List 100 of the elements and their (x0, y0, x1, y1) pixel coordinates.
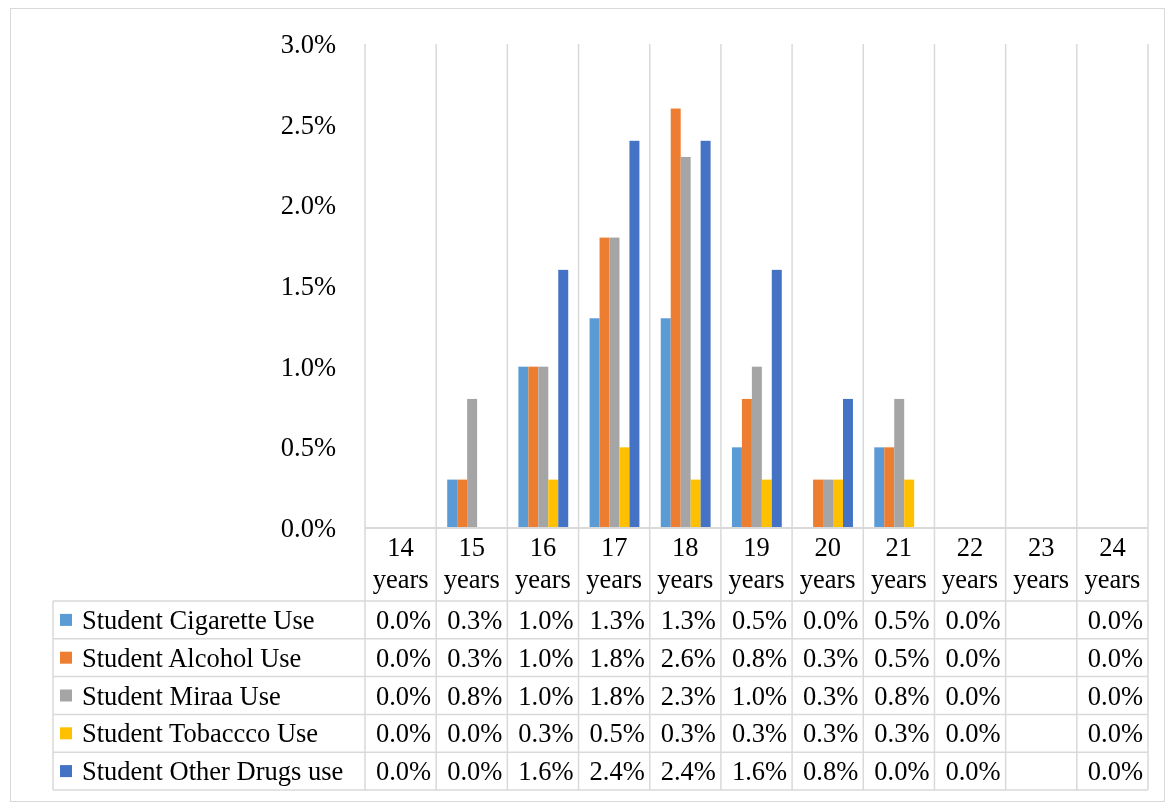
bar (558, 269, 569, 528)
x-tick-label: 14 years (372, 532, 429, 594)
x-tick-label: 19 years (728, 532, 785, 594)
bar (447, 479, 458, 528)
x-tick-label: 21 years (870, 532, 927, 594)
data-label: 0.5% (874, 605, 930, 635)
bar (548, 479, 559, 528)
x-tick-label: 23 years (1013, 532, 1070, 594)
bar (599, 237, 610, 528)
bar (874, 447, 885, 528)
data-label: 2.4% (660, 756, 716, 787)
data-label: 1.8% (589, 680, 645, 711)
bar (518, 366, 529, 528)
data-label: 0.3% (803, 642, 859, 673)
data-label: 0.3% (518, 718, 574, 749)
data-label: 0.3% (803, 718, 859, 749)
data-label: 0.5% (874, 642, 930, 673)
x-tick-label: 22 years (942, 532, 999, 594)
bar (842, 398, 853, 528)
data-label: 1.0% (518, 642, 574, 673)
y-tick-label: 0.0% (280, 512, 336, 543)
bar (467, 398, 478, 528)
data-label: 0.0% (945, 718, 1001, 749)
bar (823, 479, 834, 528)
bar (741, 398, 752, 528)
data-label: 0.0% (945, 680, 1001, 711)
data-label: 2.4% (589, 756, 645, 787)
data-label: 0.0% (945, 756, 1001, 787)
bar (629, 140, 640, 528)
data-label: 0.8% (874, 680, 930, 711)
bar (528, 366, 539, 528)
data-label: 0.5% (589, 718, 645, 749)
data-label: 0.0% (1087, 605, 1143, 635)
data-label: 0.0% (375, 605, 432, 635)
legend-label: Student Miraa Use (82, 680, 281, 711)
bar (670, 108, 681, 528)
legend-label: Student Other Drugs use (82, 756, 344, 787)
data-label: 1.3% (660, 605, 716, 635)
bar (731, 447, 742, 528)
y-tick-label: 1.5% (280, 270, 336, 301)
data-label: 1.0% (518, 680, 574, 711)
bar (690, 479, 701, 528)
x-tick-label: 17 years (586, 532, 643, 594)
data-label: 0.0% (375, 756, 432, 787)
data-label: 1.6% (731, 756, 788, 787)
data-label: 0.0% (1087, 718, 1143, 749)
data-label: 0.0% (1087, 756, 1143, 787)
data-label: 1.0% (518, 605, 574, 635)
bar (761, 479, 772, 528)
y-tick-label: 2.5% (280, 109, 336, 140)
data-label: 0.0% (375, 718, 432, 749)
y-tick-label: 1.0% (280, 351, 336, 382)
data-label: 0.3% (447, 605, 503, 635)
data-label: 0.0% (803, 605, 859, 635)
x-tick-label: 18 years (657, 532, 714, 594)
bar (457, 479, 468, 528)
data-label: 0.0% (447, 756, 503, 787)
data-label: 0.8% (803, 756, 859, 787)
data-label: 0.0% (874, 756, 930, 787)
data-label: 0.8% (447, 680, 503, 711)
y-tick-label: 3.0% (280, 28, 336, 59)
bar (884, 447, 895, 528)
data-label: 1.3% (589, 605, 645, 635)
data-label: 0.0% (945, 642, 1001, 673)
bar (894, 398, 905, 528)
bar (619, 447, 630, 528)
data-label: 2.6% (660, 642, 716, 673)
data-label: 0.0% (375, 680, 432, 711)
data-label: 0.0% (375, 642, 432, 673)
data-label: 0.0% (447, 718, 503, 749)
data-label: 0.3% (874, 718, 930, 749)
data-label: 1.6% (518, 756, 574, 787)
data-label: 0.0% (1087, 642, 1143, 673)
x-tick-label: 20 years (799, 532, 856, 594)
legend-label: Student Alcohol Use (82, 642, 302, 673)
data-label: 0.0% (1087, 680, 1143, 711)
bar (904, 479, 915, 528)
x-tick-label: 15 years (443, 532, 500, 594)
data-label: 0.3% (731, 718, 788, 749)
legend-label: Student Tobaccco Use (82, 718, 319, 749)
data-label: 0.5% (731, 605, 788, 635)
data-label: 0.3% (447, 642, 503, 673)
bar (700, 140, 711, 528)
data-label: 0.3% (660, 718, 716, 749)
bar (538, 366, 549, 528)
data-label: 1.8% (589, 642, 645, 673)
bar (589, 318, 600, 528)
data-label: 0.8% (731, 642, 788, 673)
bar (813, 479, 824, 528)
x-tick-label: 16 years (514, 532, 571, 594)
data-label: 1.0% (731, 680, 788, 711)
y-tick-label: 0.5% (280, 432, 336, 463)
bar (833, 479, 843, 528)
bar (609, 237, 620, 528)
bar (771, 269, 782, 528)
bar (660, 318, 671, 528)
y-tick-label: 2.0% (280, 190, 336, 221)
data-label: 0.3% (803, 680, 859, 711)
data-label: 0.0% (945, 605, 1001, 635)
data-label: 2.3% (660, 680, 716, 711)
